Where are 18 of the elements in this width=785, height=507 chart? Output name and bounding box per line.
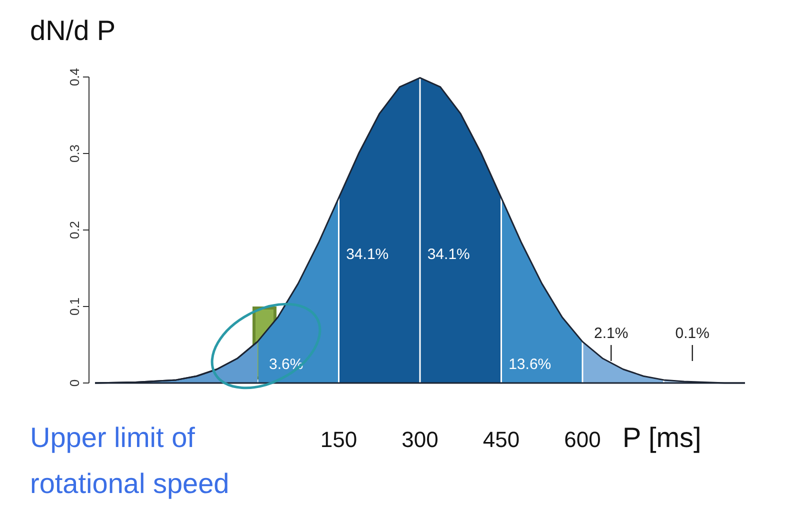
band-label: 3.6% — [269, 356, 304, 373]
y-tick-label: 0.4 — [67, 68, 82, 86]
y-tick-label: 0.2 — [67, 220, 82, 240]
band-label: 34.1% — [346, 246, 389, 264]
band-label: 2.1% — [594, 325, 628, 342]
x-tick-label: 300 — [402, 427, 438, 452]
y-tick-label: 0.1 — [67, 297, 82, 316]
x-tick-label: 450 — [482, 427, 520, 452]
x-axis-title: P [ms] — [622, 422, 702, 453]
x-tick-label: 600 — [564, 427, 601, 452]
y-tick-label: 0.3 — [67, 144, 82, 163]
band-label: 13.6% — [508, 356, 552, 373]
band-label: 0.1% — [675, 325, 710, 342]
x-tick-label: 150 — [320, 427, 358, 452]
band-label: 34.1% — [427, 246, 470, 264]
y-axis-title: dN/d P — [30, 15, 116, 46]
text: Upper limit of rotational speed — [30, 422, 230, 499]
y-tick-label: 0 — [67, 379, 82, 387]
